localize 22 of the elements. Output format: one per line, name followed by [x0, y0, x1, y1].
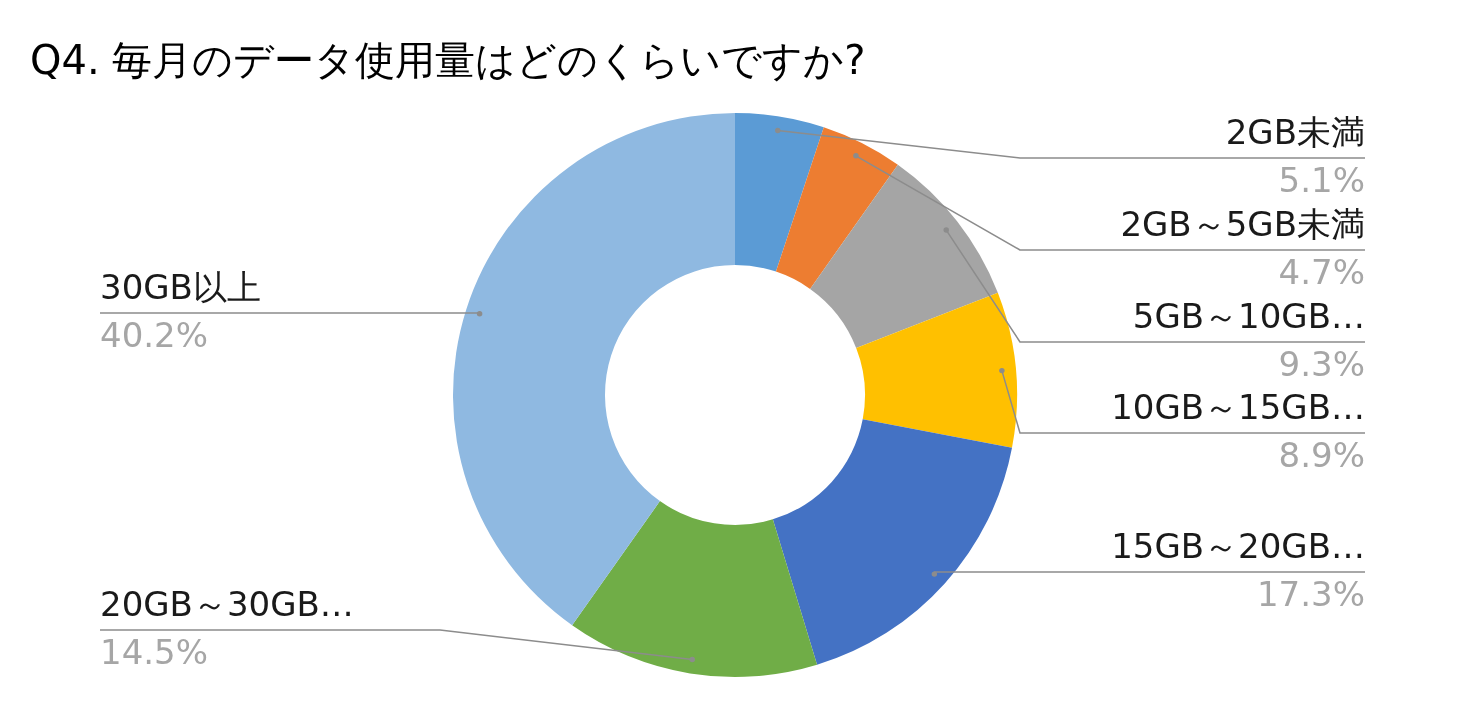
slice-label: 2GB未満: [1225, 112, 1365, 152]
slice-label: 30GB以上: [100, 267, 261, 307]
slice-label: 5GB～10GB…: [1132, 296, 1365, 336]
data-label: 8.9%: [1278, 435, 1365, 475]
data-label: 9.3%: [1278, 344, 1365, 384]
slice-label: 10GB～15GB…: [1111, 387, 1365, 427]
chart-title: Q4. 毎月のデータ使用量はどのくらいですか?: [30, 37, 866, 83]
data-label: 17.3%: [1256, 574, 1365, 614]
slice-label: 15GB～20GB…: [1111, 526, 1365, 566]
donut-slice: [572, 501, 818, 677]
data-label: 5.1%: [1278, 160, 1365, 200]
donut-slice: [775, 127, 898, 289]
data-label: 14.5%: [100, 632, 209, 672]
donut-slice: [453, 113, 735, 626]
slice-label: 20GB～30GB…: [100, 584, 354, 624]
data-label: 40.2%: [100, 315, 209, 355]
slice-label: 2GB～5GB未満: [1120, 204, 1365, 244]
donut-slice: [735, 113, 824, 272]
donut-slice: [856, 292, 1017, 448]
donut-slice: [772, 419, 1013, 665]
data-label: 4.7%: [1278, 252, 1365, 292]
donut-slice: [810, 164, 998, 348]
